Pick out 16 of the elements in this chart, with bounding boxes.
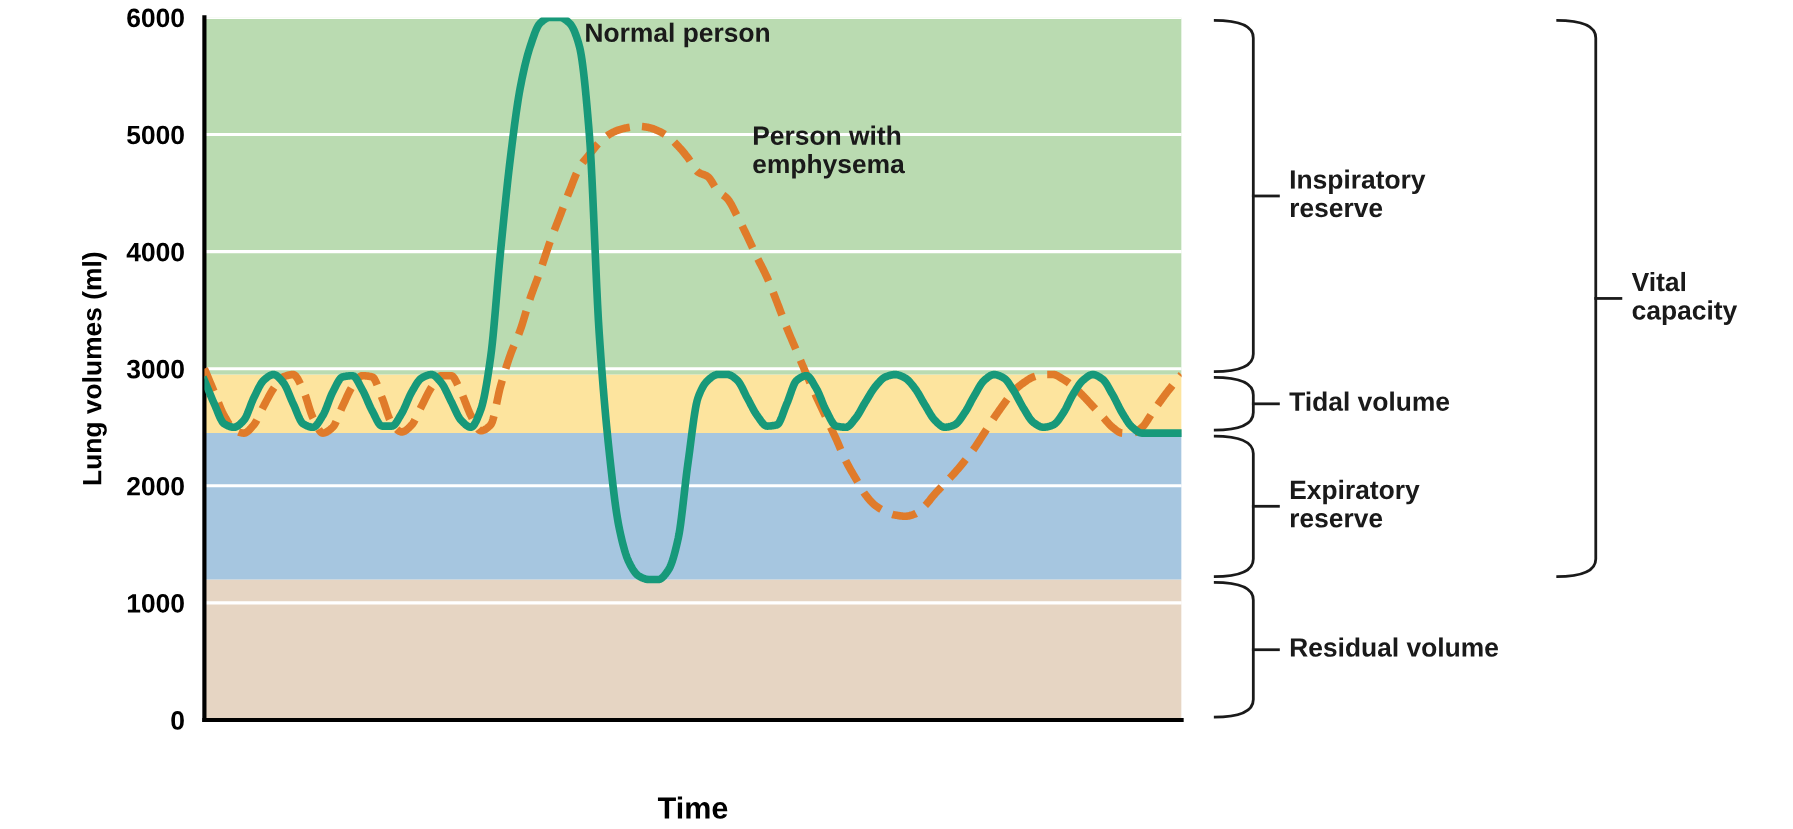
y-tick-label: 2000 [127, 476, 184, 496]
text: Vital capacity [1631, 271, 1738, 325]
y-tick-label: 6000 [127, 8, 184, 28]
y-axis-title: Lung volumes (ml) [82, 252, 107, 485]
y-tick-label: 1000 [127, 594, 184, 613]
text: Inspiratory reserve [1290, 169, 1426, 218]
x-axis-title: Time [657, 796, 728, 819]
y-tick-label: 4000 [126, 242, 184, 262]
y-tick-label: 5000 [127, 125, 184, 145]
text: Tidal volume [1289, 391, 1450, 411]
text: Expiratory reserve [1290, 479, 1420, 528]
y-tick-label: 3000 [126, 359, 184, 379]
y-tick-label: 0 [171, 711, 184, 730]
text: Residual volume [1290, 637, 1498, 657]
series-label: Normal person [586, 22, 770, 48]
series-label: Person with emphysema [753, 125, 905, 179]
